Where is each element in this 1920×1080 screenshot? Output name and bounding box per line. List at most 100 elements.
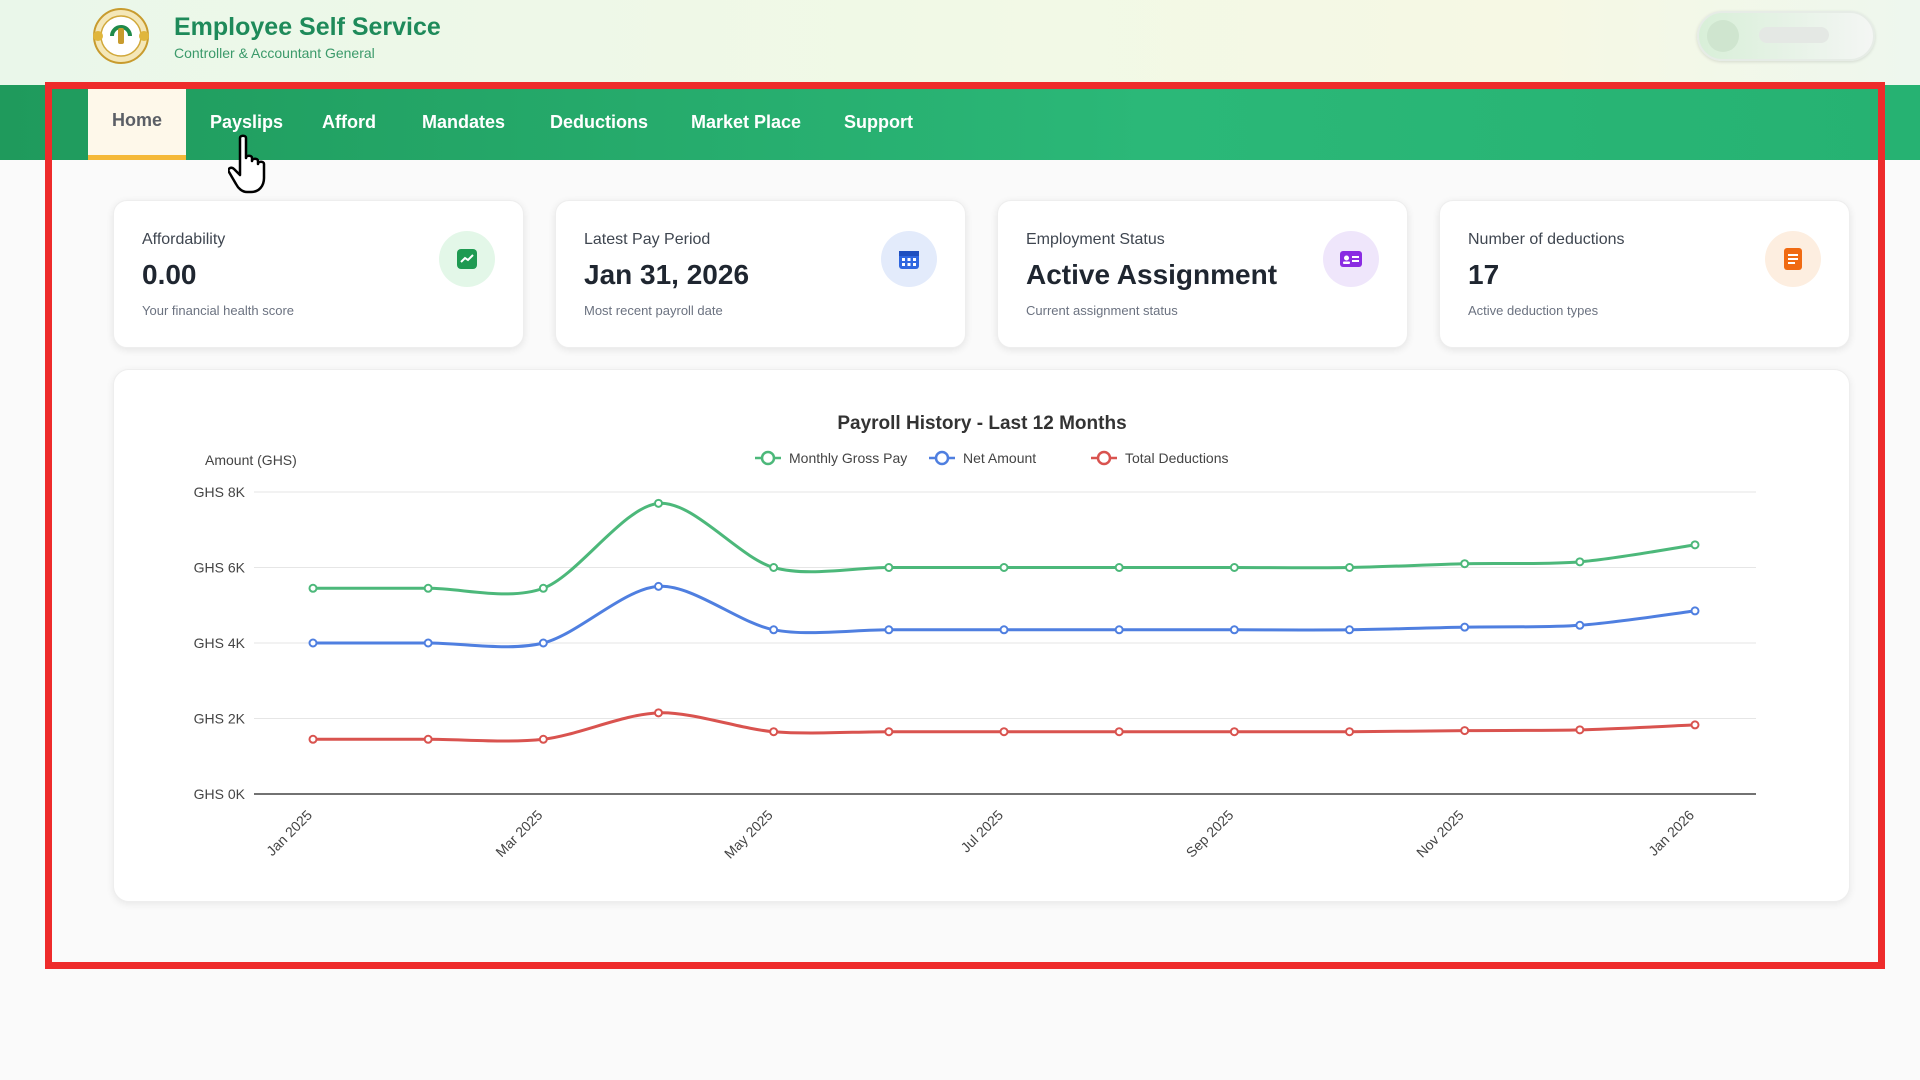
- user-menu[interactable]: [1697, 11, 1875, 61]
- data-point: [999, 563, 1009, 572]
- nav-deductions[interactable]: Deductions: [550, 112, 649, 132]
- affordability-card: Affordability 0.00 Your financial health…: [113, 200, 524, 348]
- data-point: [884, 727, 894, 737]
- data-point: [884, 563, 894, 572]
- data-point: [1575, 620, 1585, 630]
- trend-up-icon: [439, 231, 495, 287]
- y-tick-label: GHS 4K: [194, 635, 246, 651]
- x-tick-label: May 2025: [721, 807, 776, 862]
- data-point: [769, 727, 779, 737]
- y-tick-label: GHS 6K: [194, 560, 246, 576]
- series-line: [313, 584, 1696, 649]
- legend-label: Total Deductions: [1125, 450, 1229, 466]
- app-title: Employee Self Service: [174, 13, 441, 41]
- y-tick-label: GHS 0K: [194, 786, 246, 802]
- data-point: [654, 498, 663, 508]
- document-icon: [1765, 231, 1821, 287]
- data-point: [1690, 720, 1700, 730]
- legend-swatch-marker: [1096, 450, 1112, 466]
- data-point: [423, 638, 433, 648]
- data-point: [1229, 625, 1239, 635]
- deductions-count-card: Number of deductions 17 Active deduction…: [1439, 200, 1850, 348]
- data-point: [1460, 559, 1470, 569]
- data-point: [1460, 726, 1470, 736]
- data-point: [1690, 606, 1700, 616]
- id-card-icon: [1323, 231, 1379, 287]
- data-point: [769, 563, 779, 572]
- card-value: 17: [1468, 259, 1500, 290]
- series-line: [313, 711, 1696, 743]
- data-point: [1575, 725, 1585, 735]
- card-subtitle: Most recent payroll date: [584, 303, 723, 318]
- x-tick-label: Nov 2025: [1413, 807, 1467, 861]
- data-point: [999, 727, 1009, 737]
- calendar-icon: [881, 231, 937, 287]
- data-point: [538, 734, 548, 744]
- data-point: [423, 734, 433, 744]
- x-tick-label: Jan 2026: [1645, 807, 1697, 859]
- data-point: [1345, 727, 1354, 737]
- data-point: [1690, 540, 1700, 550]
- data-point: [1345, 625, 1354, 635]
- data-point: [1229, 727, 1239, 737]
- data-point: [308, 583, 318, 593]
- user-avatar: [1707, 20, 1739, 52]
- payroll-history-chart: Payroll History - Last 12 Months Amount (…: [194, 413, 1756, 862]
- y-tick-label: GHS 2K: [194, 711, 246, 727]
- payroll-history-chart-card: Payroll History - Last 12 Months Amount (…: [113, 369, 1850, 902]
- legend-label: Monthly Gross Pay: [789, 450, 907, 466]
- x-tick-label: Mar 2025: [492, 807, 545, 860]
- coat-of-arms-logo: [93, 8, 149, 64]
- nav-afford[interactable]: Afford: [322, 112, 376, 132]
- card-value: Jan 31, 2026: [584, 259, 750, 290]
- data-point: [538, 638, 548, 648]
- nav-support[interactable]: Support: [844, 112, 913, 132]
- nav-mandates[interactable]: Mandates: [422, 112, 506, 132]
- legend-swatch-marker: [934, 450, 950, 466]
- data-point: [308, 734, 318, 744]
- x-tick-label: Jan 2025: [263, 807, 315, 859]
- data-point: [654, 581, 663, 591]
- legend-label: Net Amount: [963, 450, 1036, 466]
- app-subtitle: Controller & Accountant General: [174, 45, 375, 61]
- card-subtitle: Your financial health score: [142, 303, 295, 318]
- data-point: [1114, 563, 1124, 572]
- pay-period-card: Latest Pay Period Jan 31, 2026 Most rece…: [555, 200, 966, 348]
- y-tick-label: GHS 8K: [194, 484, 246, 500]
- x-tick-label: Sep 2025: [1183, 807, 1237, 861]
- card-label: Affordability: [142, 231, 226, 248]
- chart-title: Payroll History - Last 12 Months: [837, 413, 1126, 434]
- user-name-blurred: [1759, 27, 1829, 43]
- data-point: [1575, 557, 1585, 567]
- hand-pointer-cursor: [228, 134, 266, 194]
- card-subtitle: Active deduction types: [1468, 303, 1599, 318]
- card-value: 0.00: [142, 259, 197, 290]
- nav-payslips[interactable]: Payslips: [210, 112, 284, 132]
- series-line: [312, 501, 1696, 596]
- data-point: [1345, 563, 1354, 572]
- data-point: [1114, 727, 1124, 737]
- card-label: Employment Status: [1026, 231, 1165, 248]
- main-navbar: Home Payslips Afford Mandates Deductions…: [0, 85, 1920, 160]
- data-point: [1229, 563, 1239, 572]
- data-point: [884, 625, 894, 635]
- x-tick-label: Jul 2025: [957, 807, 1006, 856]
- employment-status-card: Employment Status Active Assignment Curr…: [997, 200, 1408, 348]
- card-label: Number of deductions: [1468, 231, 1625, 248]
- card-label: Latest Pay Period: [584, 231, 711, 248]
- data-point: [999, 625, 1009, 635]
- nav-home[interactable]: Home: [88, 85, 186, 160]
- data-point: [1114, 625, 1124, 635]
- card-value: Active Assignment: [1026, 259, 1278, 290]
- data-point: [769, 625, 779, 635]
- card-subtitle: Current assignment status: [1026, 303, 1178, 318]
- data-point: [1460, 622, 1470, 632]
- data-point: [308, 638, 318, 648]
- legend-swatch-marker: [760, 450, 776, 466]
- nav-market-place[interactable]: Market Place: [691, 112, 802, 132]
- data-point: [538, 583, 548, 593]
- y-axis-label: Amount (GHS): [205, 452, 297, 468]
- app-header: Employee Self Service Controller & Accou…: [0, 0, 1920, 85]
- data-point: [423, 583, 433, 593]
- data-point: [654, 708, 663, 718]
